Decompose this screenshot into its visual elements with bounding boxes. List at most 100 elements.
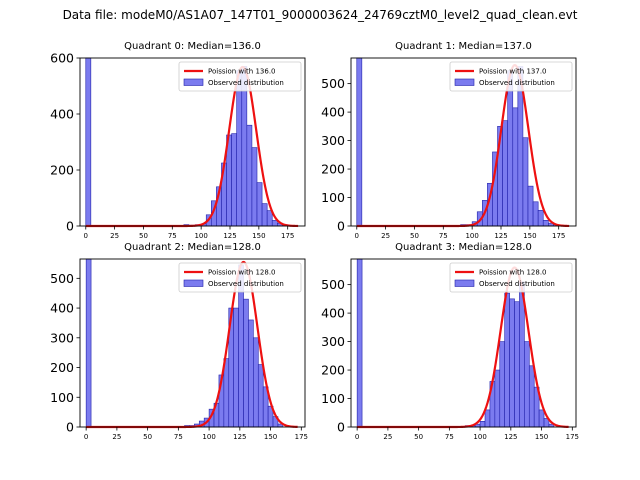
y-tick-label: 100 xyxy=(321,190,345,205)
panel-title: Quadrant 0: Median=136.0 xyxy=(124,41,261,52)
panel-title: Quadrant 3: Median=128.0 xyxy=(395,242,532,253)
legend-bar-swatch xyxy=(183,279,204,287)
x-tick-label: 100 xyxy=(194,232,207,240)
panel-quadrant-0: Quadrant 0: Median=136.0 0 25 50 75 100 125 150… xyxy=(50,41,306,240)
y-tick-label: 300 xyxy=(50,330,74,345)
histogram-bar xyxy=(223,358,230,428)
histogram-bar xyxy=(479,421,486,428)
histogram-bar xyxy=(236,70,243,227)
axes-frame xyxy=(79,57,306,227)
x-tick-label: 175 xyxy=(281,232,294,240)
legend-label-poisson: Poission with 128.0 xyxy=(208,269,276,277)
x-tick-label: 125 xyxy=(494,232,507,240)
x-tick-label: 25 xyxy=(112,433,121,441)
x-tick-label: 150 xyxy=(264,433,277,441)
x-tick-label: 25 xyxy=(381,232,390,240)
histogram-bar xyxy=(527,185,534,227)
y-tick-label: 600 xyxy=(50,51,74,66)
histogram-bar xyxy=(253,337,259,428)
y-tick-label: 500 xyxy=(321,76,345,91)
histogram-bar xyxy=(233,307,239,428)
x-tick-label: 175 xyxy=(552,232,565,240)
panel-quadrant-2: Quadrant 2: Median=128.0 0 25 50 75 100 125 150… xyxy=(50,242,308,441)
legend-label-observed: Observed distribution xyxy=(479,79,555,87)
x-tick-label: 125 xyxy=(233,433,246,441)
x-tick-label: 100 xyxy=(473,433,486,441)
histogram-bar xyxy=(509,298,515,428)
y-tick-label: 200 xyxy=(321,363,345,378)
y-tick-label: 400 xyxy=(321,105,345,120)
y-tick-label: 300 xyxy=(321,133,345,148)
x-tick-label: 175 xyxy=(295,433,308,441)
legend-label-observed: Observed distribution xyxy=(208,280,284,288)
histogram-bar xyxy=(542,220,549,227)
y-tick-label: 100 xyxy=(321,391,345,406)
x-tick-label: 0 xyxy=(84,232,88,240)
x-tick-label: 50 xyxy=(414,433,423,441)
panel-quadrant-3: Quadrant 3: Median=128.0 0 25 50 75 100 125 150… xyxy=(321,242,579,441)
y-tick-label: 0 xyxy=(337,420,345,435)
histogram-bar xyxy=(271,220,278,227)
histogram-bar xyxy=(256,182,263,227)
x-tick-label: 75 xyxy=(168,232,177,240)
histogram-bar xyxy=(261,203,268,227)
x-tick-label: 100 xyxy=(465,232,478,240)
histogram-bar xyxy=(528,365,535,428)
histogram-bar xyxy=(504,292,510,428)
histogram-bar xyxy=(512,107,519,227)
histogram-bar xyxy=(356,258,363,428)
legend-bar-swatch xyxy=(183,78,204,86)
histogram-bar xyxy=(494,369,501,428)
histogram-bar xyxy=(266,210,273,227)
x-tick-label: 100 xyxy=(202,433,215,441)
panel-quadrant-1: Quadrant 1: Median=137.0 0 25 50 75 100 125 150… xyxy=(321,41,577,240)
y-tick-label: 400 xyxy=(50,301,74,316)
histogram-bar xyxy=(537,210,544,227)
y-tick-label: 300 xyxy=(321,334,345,349)
x-tick-label: 0 xyxy=(355,433,359,441)
histogram-bar xyxy=(484,409,491,428)
y-tick-label: 200 xyxy=(50,163,74,178)
legend-label-observed: Observed distribution xyxy=(208,79,284,87)
x-tick-label: 25 xyxy=(383,433,392,441)
histogram-bar xyxy=(85,57,92,227)
x-tick-label: 75 xyxy=(174,433,183,441)
x-tick-label: 175 xyxy=(566,433,579,441)
histogram-bar xyxy=(85,258,92,428)
x-tick-label: 150 xyxy=(523,232,536,240)
histogram-bar xyxy=(246,124,253,227)
x-tick-label: 50 xyxy=(410,232,419,240)
histogram-bar xyxy=(251,147,258,227)
legend-box xyxy=(178,61,302,92)
figure-title: Data file: modeM0/AS1A07_147T01_90000036… xyxy=(62,8,578,22)
histogram-bar xyxy=(231,133,237,227)
histogram-bar xyxy=(243,298,249,428)
histogram-bar xyxy=(248,319,254,428)
x-tick-label: 150 xyxy=(252,232,265,240)
y-tick-label: 400 xyxy=(50,107,74,122)
y-tick-label: 0 xyxy=(66,420,74,435)
legend-box xyxy=(449,61,573,92)
axes-frame xyxy=(350,258,577,428)
histogram-bar xyxy=(514,301,520,428)
x-tick-label: 75 xyxy=(439,232,448,240)
x-tick-label: 25 xyxy=(110,232,119,240)
axes-frame xyxy=(350,57,577,227)
x-tick-label: 50 xyxy=(139,232,148,240)
legend-box xyxy=(449,262,573,293)
y-tick-label: 0 xyxy=(66,219,74,234)
y-tick-label: 0 xyxy=(337,219,345,234)
histogram-bar xyxy=(499,341,505,428)
legend-label-poisson: Poission with 137.0 xyxy=(479,68,547,76)
histogram-bar xyxy=(522,137,529,227)
y-tick-label: 200 xyxy=(321,162,345,177)
x-tick-label: 150 xyxy=(535,433,548,441)
legend-label-poisson: Poission with 128.0 xyxy=(479,269,547,277)
legend-bar-swatch xyxy=(454,279,475,287)
histogram-bar xyxy=(502,120,508,227)
legend-label-poisson: Poission with 136.0 xyxy=(208,68,276,76)
histogram-bar xyxy=(532,201,539,227)
histogram-bar xyxy=(356,57,363,227)
y-tick-label: 500 xyxy=(50,271,74,286)
